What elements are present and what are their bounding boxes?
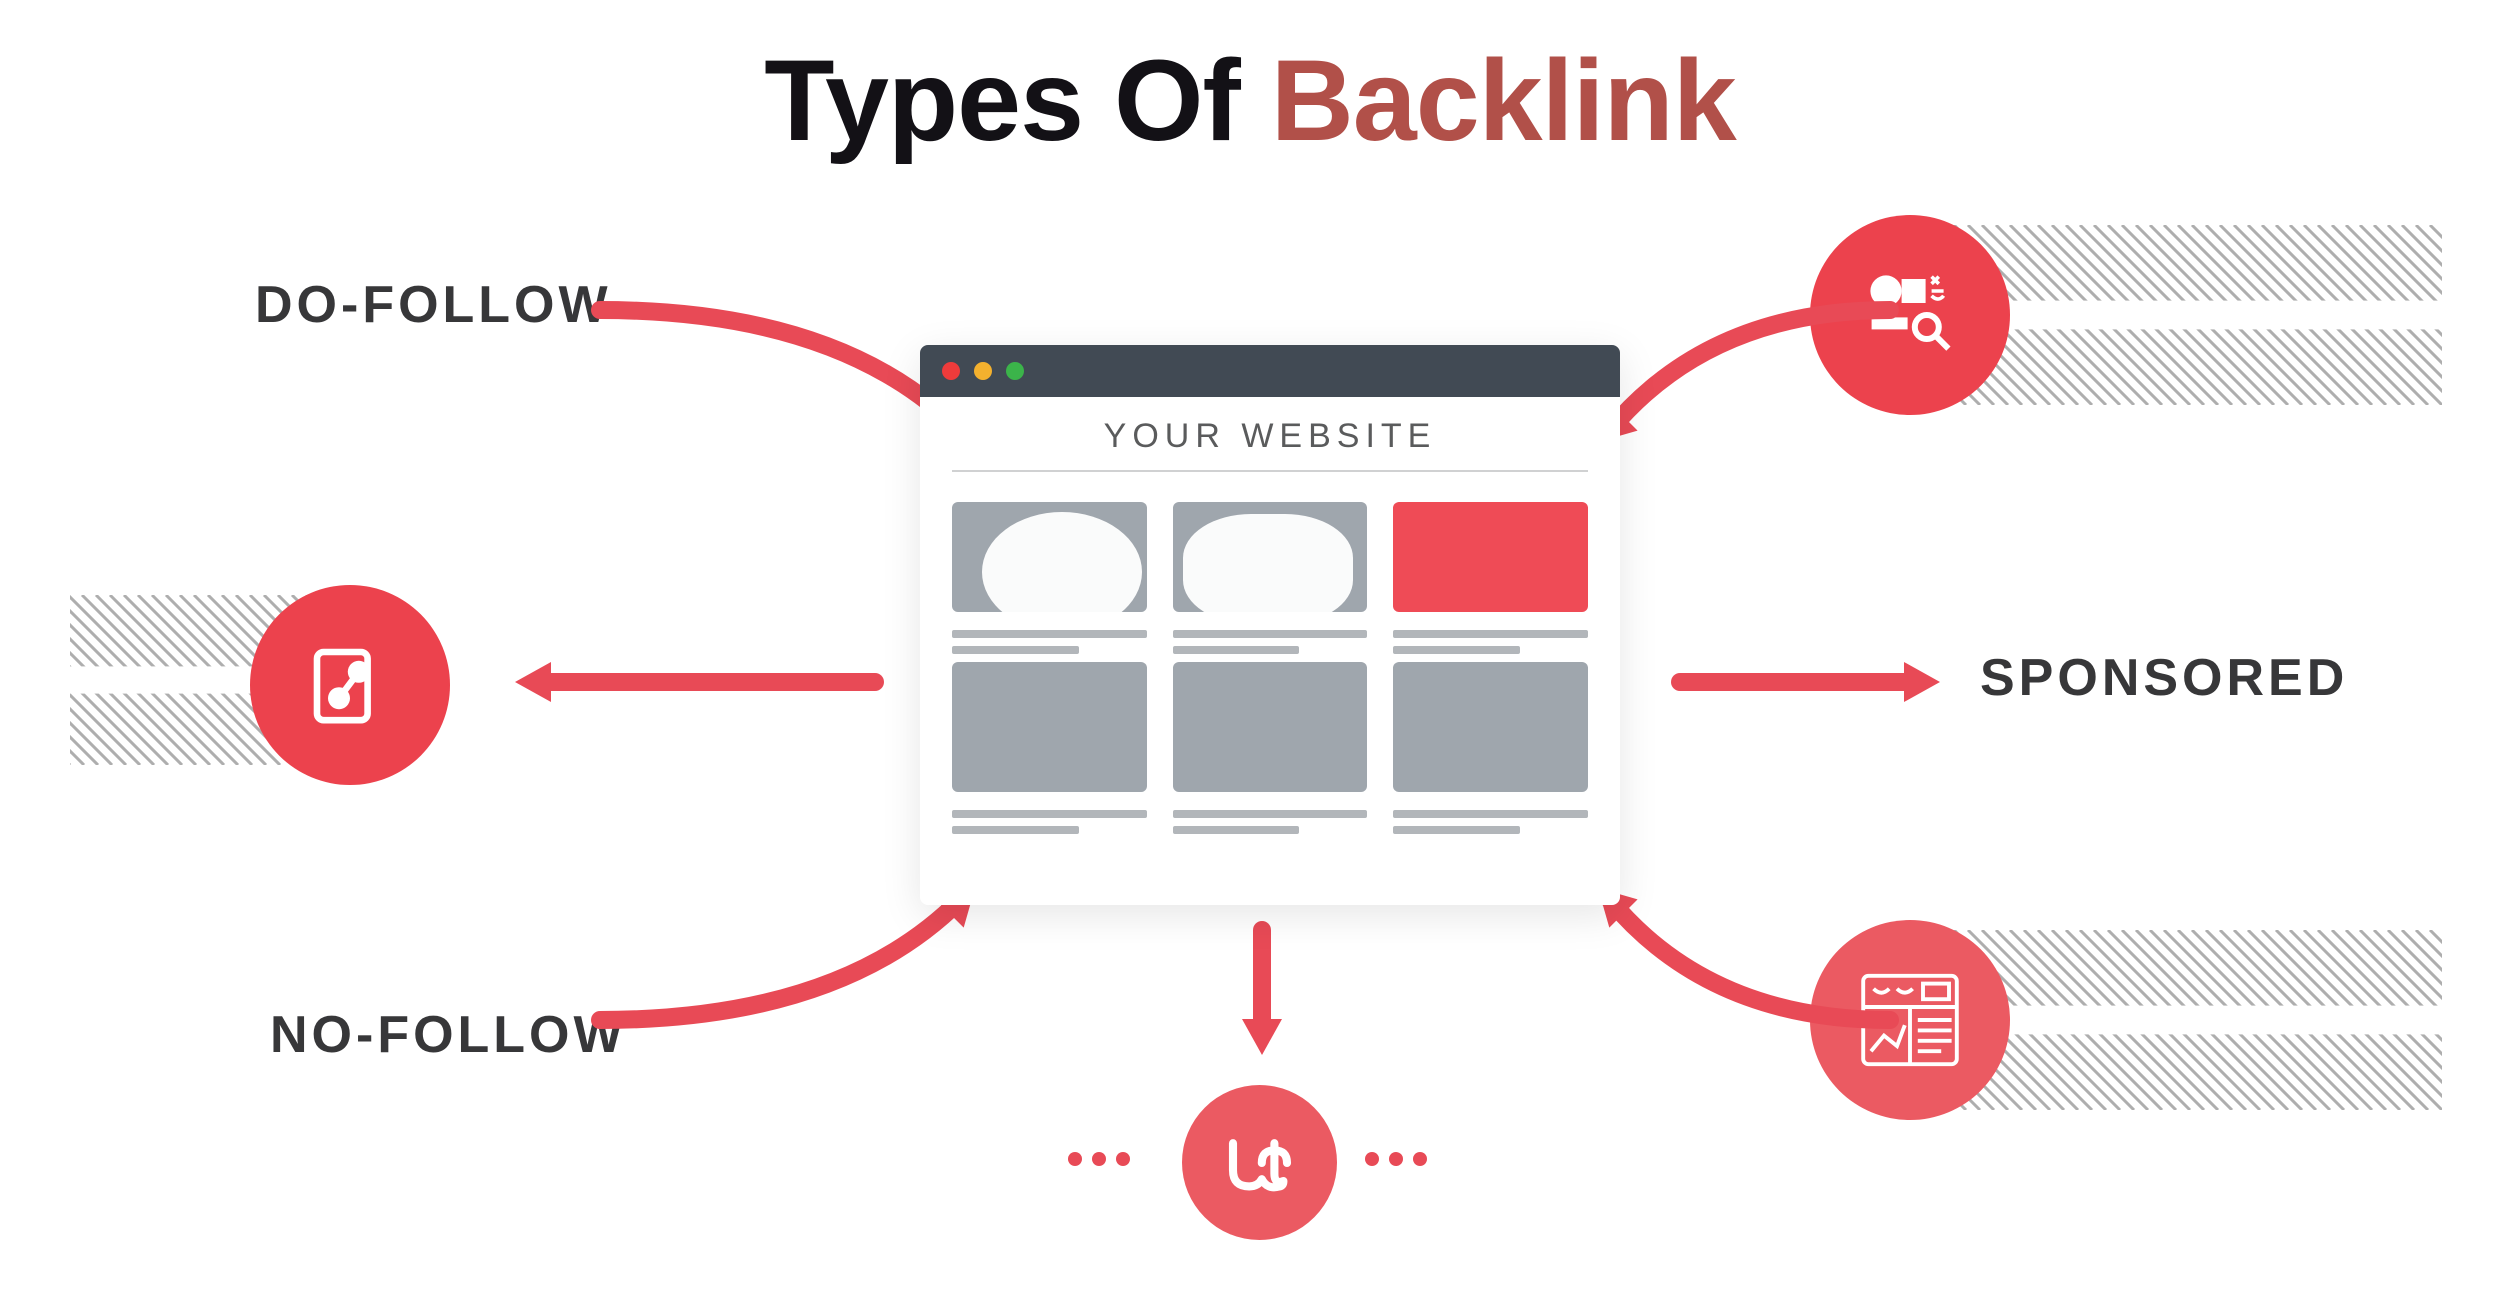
title-part2: Backlink — [1271, 37, 1736, 165]
arrow-outgoing-right — [1670, 642, 1960, 722]
text-lines — [1173, 622, 1368, 654]
grid-cell — [952, 662, 1147, 834]
browser-bar — [920, 345, 1620, 397]
browser-title: YOUR WEBSITE — [920, 397, 1620, 470]
grid-cell — [1173, 662, 1368, 834]
thumb-grey — [1173, 662, 1368, 792]
text-lines — [952, 622, 1147, 654]
text-lines — [1393, 802, 1588, 834]
arrow-bottom-right — [1570, 870, 1910, 1050]
website-mockup: YOUR WEBSITE — [920, 345, 1620, 905]
arrow-outgoing-left — [495, 642, 885, 722]
grid-cell — [1393, 662, 1588, 834]
ugc-icon — [1182, 1085, 1337, 1240]
hatch-decoration — [1952, 225, 2442, 405]
arrow-top-right — [1570, 280, 1910, 460]
grid-cell — [952, 502, 1147, 654]
window-dot-green — [1006, 362, 1024, 380]
thumb-grey — [1393, 662, 1588, 792]
browser-grid — [920, 472, 1620, 844]
thumb-grey — [1173, 502, 1368, 612]
dots-decoration — [1365, 1152, 1427, 1166]
window-dot-yellow — [974, 362, 992, 380]
label-sponsored: SPONSORED — [1980, 648, 2348, 708]
thumb-red — [1393, 502, 1588, 612]
thumb-grey — [952, 662, 1147, 792]
page-title: Types Of Backlink — [0, 35, 2500, 167]
infographic-stage: Types Of Backlink DO-FOLLOW NO-FOLLOW SP… — [0, 0, 2500, 1300]
arrow-outgoing-down — [1222, 920, 1302, 1075]
hatch-decoration — [1952, 930, 2442, 1110]
grid-cell — [1173, 502, 1368, 654]
label-no-follow: NO-FOLLOW — [270, 1005, 627, 1065]
window-dot-red — [942, 362, 960, 380]
text-lines — [1393, 622, 1588, 654]
grid-cell — [1393, 502, 1588, 654]
thumb-grey — [952, 502, 1147, 612]
dots-decoration — [1068, 1152, 1130, 1166]
link-icon — [250, 585, 450, 785]
text-lines — [1173, 802, 1368, 834]
title-part1: Types Of — [764, 37, 1270, 165]
text-lines — [952, 802, 1147, 834]
label-do-follow: DO-FOLLOW — [255, 275, 612, 335]
